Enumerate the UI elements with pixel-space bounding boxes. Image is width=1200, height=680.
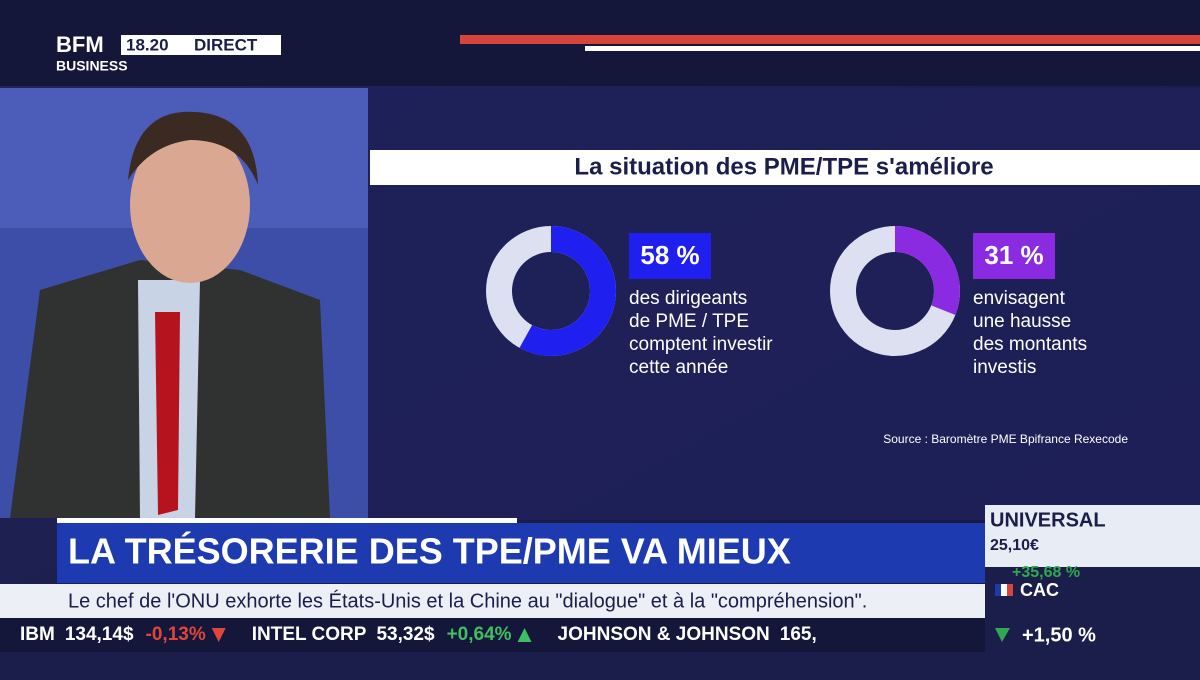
stock-change: +0,64% bbox=[447, 624, 512, 645]
side-index-change: +1,50 % bbox=[1022, 624, 1096, 646]
value-label: 31 % bbox=[984, 240, 1043, 270]
donut-caption: cette année bbox=[629, 357, 728, 378]
stock-price: 53,32$ bbox=[376, 624, 435, 645]
side-change: +35,68 % bbox=[1012, 564, 1080, 581]
news-bar bbox=[0, 584, 985, 618]
donut-caption: comptent investir bbox=[629, 334, 773, 355]
headline-bar bbox=[57, 523, 985, 583]
face bbox=[130, 127, 250, 283]
side-stock: UNIVERSAL bbox=[990, 509, 1106, 531]
infographic-title: La situation des PME/TPE s'améliore bbox=[574, 153, 993, 180]
down-arrow bbox=[211, 628, 226, 642]
stock-ticker: IBM 134,14$ -0,13% INTEL CORP 53,32$ +0,64% JO… bbox=[20, 624, 817, 645]
stock-price: 134,14$ bbox=[65, 624, 134, 645]
donut-caption: envisagent bbox=[973, 288, 1066, 309]
flag-red bbox=[1007, 584, 1013, 596]
value-box bbox=[629, 233, 711, 279]
bottom-strip bbox=[0, 652, 985, 675]
donut-caption: des montants bbox=[973, 334, 1087, 355]
time: 18.20 bbox=[126, 35, 169, 54]
side-price: 25,10€ bbox=[990, 537, 1039, 554]
donut-caption: une hausse bbox=[973, 311, 1071, 332]
white-stripe bbox=[585, 46, 1200, 51]
donut-arc bbox=[830, 226, 960, 356]
headline: LA TRÉSORERIE DES TPE/PME VA MIEUX bbox=[68, 531, 791, 572]
donut-caption: de PME / TPE bbox=[629, 311, 749, 332]
stock-name: INTEL CORP bbox=[252, 624, 367, 645]
tie bbox=[155, 312, 180, 515]
side-stock-box bbox=[985, 505, 1200, 567]
donut-caption: des dirigeants bbox=[629, 288, 747, 309]
logo: BFM bbox=[56, 32, 104, 57]
value-label: 58 % bbox=[640, 240, 699, 270]
source: Source : Baromètre PME Bpifrance Rexecod… bbox=[883, 432, 1128, 446]
donut-arc bbox=[486, 226, 616, 356]
donut-caption: investis bbox=[973, 357, 1036, 378]
logo-sub: BUSINESS bbox=[56, 58, 128, 74]
headline-accent bbox=[57, 518, 517, 523]
red-stripe bbox=[460, 35, 1200, 44]
infographic-title-bar bbox=[370, 150, 1200, 185]
stock-name: IBM bbox=[20, 624, 55, 645]
live-box bbox=[121, 35, 281, 55]
stock-price: 165, bbox=[780, 624, 817, 645]
side-index: CAC bbox=[1020, 580, 1059, 600]
stock-bar bbox=[0, 618, 985, 652]
up-arrow bbox=[995, 628, 1010, 642]
value-box bbox=[973, 233, 1055, 279]
up-arrow bbox=[517, 628, 532, 642]
news-ticker: Le chef de l'ONU exhorte les États-Unis … bbox=[68, 589, 867, 612]
flag-blue bbox=[995, 584, 1001, 596]
hair bbox=[128, 111, 258, 185]
live-label: DIRECT bbox=[194, 35, 258, 54]
stock-change: -0,13% bbox=[146, 624, 206, 645]
stock-name: JOHNSON & JOHNSON bbox=[558, 624, 770, 645]
